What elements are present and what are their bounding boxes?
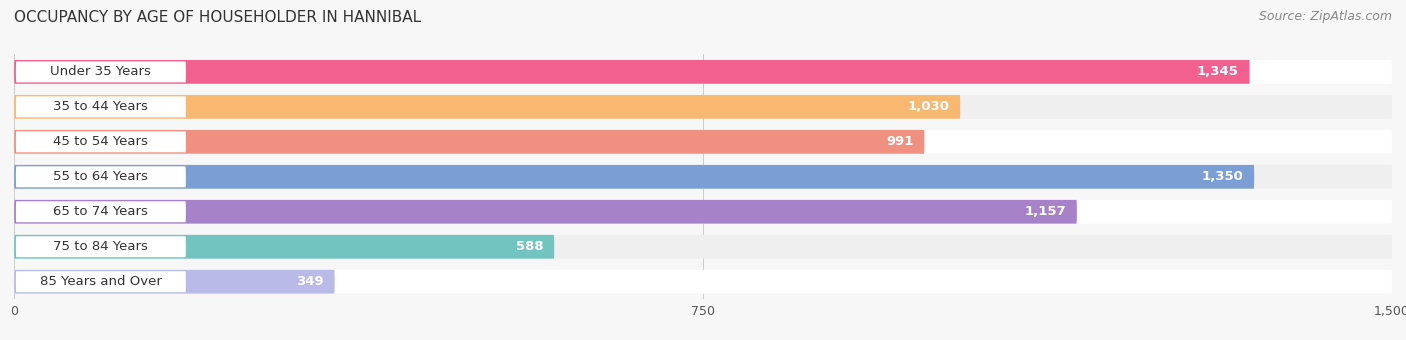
Text: OCCUPANCY BY AGE OF HOUSEHOLDER IN HANNIBAL: OCCUPANCY BY AGE OF HOUSEHOLDER IN HANNI… <box>14 10 422 25</box>
FancyBboxPatch shape <box>15 166 186 187</box>
FancyBboxPatch shape <box>15 96 186 117</box>
Text: 55 to 64 Years: 55 to 64 Years <box>53 170 148 183</box>
FancyBboxPatch shape <box>14 165 1392 189</box>
Text: 85 Years and Over: 85 Years and Over <box>39 275 162 288</box>
Text: 349: 349 <box>297 275 323 288</box>
FancyBboxPatch shape <box>14 200 1392 224</box>
FancyBboxPatch shape <box>15 131 186 152</box>
FancyBboxPatch shape <box>14 60 1250 84</box>
Text: 1,157: 1,157 <box>1024 205 1066 218</box>
FancyBboxPatch shape <box>14 270 1392 294</box>
FancyBboxPatch shape <box>14 235 554 259</box>
FancyBboxPatch shape <box>14 270 335 294</box>
FancyBboxPatch shape <box>15 201 186 222</box>
FancyBboxPatch shape <box>14 130 1392 154</box>
FancyBboxPatch shape <box>15 271 186 292</box>
FancyBboxPatch shape <box>14 235 1392 259</box>
FancyBboxPatch shape <box>14 95 960 119</box>
Text: 75 to 84 Years: 75 to 84 Years <box>53 240 148 253</box>
FancyBboxPatch shape <box>14 95 1392 119</box>
FancyBboxPatch shape <box>14 165 1254 189</box>
FancyBboxPatch shape <box>15 62 186 82</box>
Text: 1,030: 1,030 <box>907 100 949 113</box>
Text: 1,350: 1,350 <box>1201 170 1243 183</box>
Text: Source: ZipAtlas.com: Source: ZipAtlas.com <box>1258 10 1392 23</box>
FancyBboxPatch shape <box>14 200 1077 224</box>
FancyBboxPatch shape <box>15 236 186 257</box>
Text: 35 to 44 Years: 35 to 44 Years <box>53 100 148 113</box>
Text: Under 35 Years: Under 35 Years <box>51 65 152 79</box>
Text: 1,345: 1,345 <box>1197 65 1239 79</box>
Text: 991: 991 <box>886 135 914 148</box>
Text: 588: 588 <box>516 240 543 253</box>
FancyBboxPatch shape <box>14 60 1392 84</box>
FancyBboxPatch shape <box>14 130 924 154</box>
Text: 45 to 54 Years: 45 to 54 Years <box>53 135 148 148</box>
Text: 65 to 74 Years: 65 to 74 Years <box>53 205 148 218</box>
